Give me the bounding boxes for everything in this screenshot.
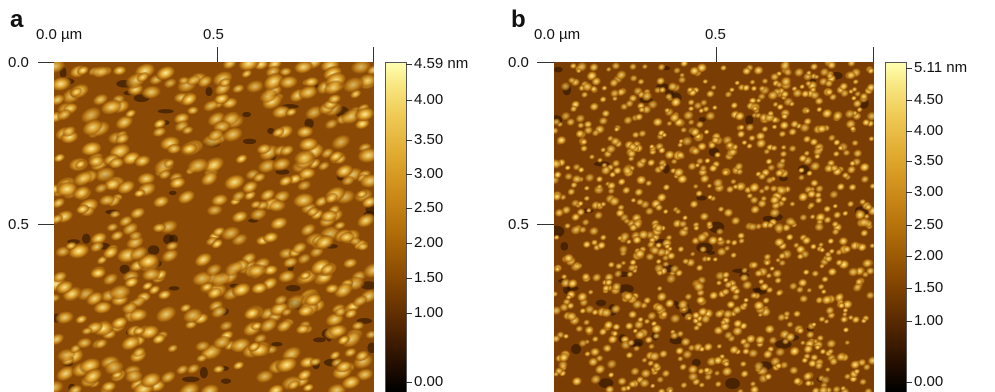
panel-a-y-tick-05: 0.5 <box>8 216 29 233</box>
colorbar-label: 1.00 <box>914 312 944 329</box>
colorbar-tick <box>406 174 412 175</box>
colorbar-label: 3.50 <box>914 152 944 169</box>
colorbar-tick <box>906 288 912 289</box>
colorbar-label: 5.11 nm <box>914 59 968 76</box>
colorbar-tick <box>406 243 412 244</box>
panel-b: b 0.0 µm 0.5 0.0 0.5 5.11 nm 4.50 4.00 3.50… <box>500 0 995 392</box>
panel-a-x-tick-mark-end <box>373 47 374 62</box>
panel-b-y-tick-0: 0.0 <box>508 54 529 71</box>
panel-a-x-tick-05: 0.5 <box>203 26 224 43</box>
colorbar-label: 4.00 <box>414 91 444 108</box>
colorbar-label: 2.50 <box>914 216 944 233</box>
colorbar-tick <box>406 100 412 101</box>
colorbar-label: 3.50 <box>414 131 444 148</box>
colorbar-label: 1.00 <box>414 304 444 321</box>
panel-b-letter: b <box>511 6 526 33</box>
panel-b-colorbar <box>885 62 907 392</box>
panel-b-x-tick-mark <box>716 47 717 62</box>
colorbar-label: 4.59 nm <box>414 55 469 72</box>
colorbar-tick <box>906 192 912 193</box>
colorbar-label: 1.50 <box>414 269 444 286</box>
panel-b-afm-image <box>554 62 874 392</box>
colorbar-tick <box>906 321 912 322</box>
colorbar-tick <box>406 313 412 314</box>
colorbar-tick <box>906 256 912 257</box>
colorbar-tick <box>906 68 912 69</box>
colorbar-label: 3.00 <box>914 183 944 200</box>
panel-a-x-tick-mark <box>217 47 218 62</box>
panel-a-y-tick-mark <box>38 224 54 225</box>
colorbar-label: 0.00 <box>414 373 444 390</box>
colorbar-label: 3.00 <box>414 165 444 182</box>
panel-b-y-tick-mark <box>537 62 554 63</box>
colorbar-label: 0.00 <box>914 373 944 390</box>
colorbar-tick <box>906 382 912 383</box>
panel-a-x-tick-0: 0.0 µm <box>36 26 83 43</box>
colorbar-tick <box>406 140 412 141</box>
panel-b-y-tick-05: 0.5 <box>508 216 529 233</box>
colorbar-label: 4.00 <box>914 122 944 139</box>
panel-a-colorbar <box>385 62 407 392</box>
colorbar-tick <box>406 208 412 209</box>
panel-a-y-tick-0: 0.0 <box>8 54 29 71</box>
panel-a-afm-image <box>54 62 374 392</box>
panel-b-x-tick-05: 0.5 <box>705 26 726 43</box>
panel-a-letter: a <box>10 6 24 33</box>
colorbar-label: 4.50 <box>914 91 944 108</box>
colorbar-tick <box>906 131 912 132</box>
colorbar-tick <box>406 64 412 65</box>
colorbar-tick <box>906 161 912 162</box>
colorbar-tick <box>406 278 412 279</box>
colorbar-tick <box>906 100 912 101</box>
panel-b-y-tick-mark <box>537 224 554 225</box>
colorbar-label: 2.50 <box>414 199 444 216</box>
panel-b-x-tick-0: 0.0 µm <box>534 26 581 43</box>
colorbar-label: 2.00 <box>914 247 944 264</box>
colorbar-tick <box>906 225 912 226</box>
colorbar-label: 2.00 <box>414 234 444 251</box>
colorbar-tick <box>406 382 412 383</box>
panel-a-y-tick-mark <box>38 62 54 63</box>
colorbar-label: 1.50 <box>914 279 944 296</box>
panel-b-x-tick-mark-end <box>873 47 874 62</box>
panel-a: a 0.0 µm 0.5 0.0 0.5 4.59 nm 4.00 3.50 3.00… <box>8 6 469 392</box>
